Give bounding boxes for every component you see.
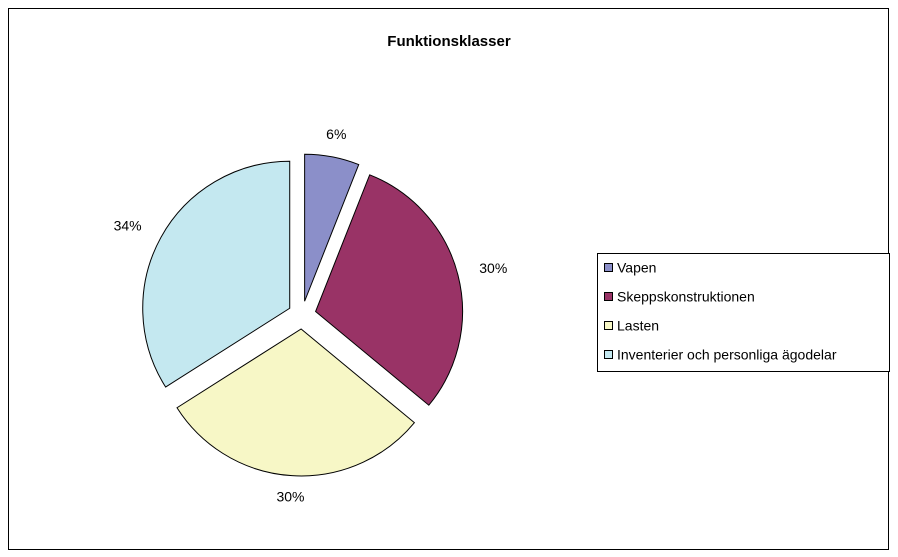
data-label: 30% [276, 488, 304, 504]
legend-swatch [604, 292, 613, 301]
legend [597, 253, 890, 372]
chart-title: Funktionsklasser [387, 33, 511, 50]
legend-swatch [604, 263, 613, 272]
legend-label: Inventerier och personliga ägodelar [617, 347, 837, 363]
pie-slice [176, 328, 416, 477]
legend-label: Lasten [617, 318, 659, 334]
data-label: 6% [326, 126, 346, 142]
legend-label: Skeppskonstruktionen [617, 289, 755, 305]
legend-swatch [604, 350, 613, 359]
legend-swatch [604, 321, 613, 330]
pie-slice [314, 174, 464, 406]
data-label: 34% [114, 218, 142, 234]
legend-label: Vapen [617, 260, 656, 276]
data-label: 30% [479, 260, 507, 276]
pie-slice [142, 160, 291, 388]
pie-slice [304, 153, 360, 302]
